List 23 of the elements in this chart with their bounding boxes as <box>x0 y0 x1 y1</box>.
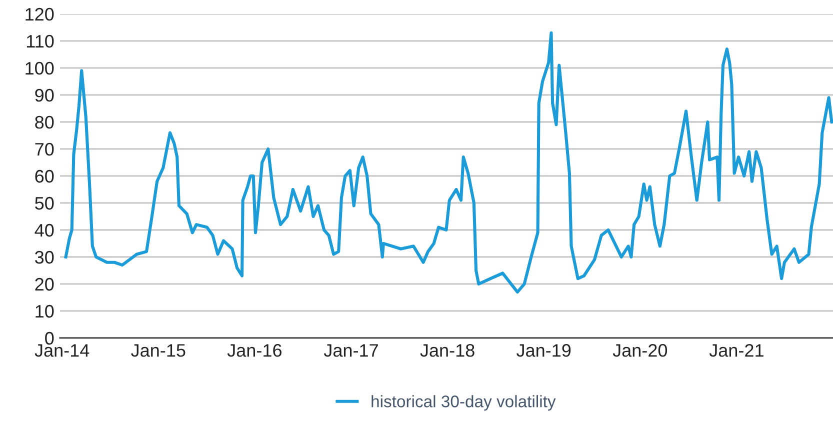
x-tick-label: Jan-19 <box>516 344 571 357</box>
x-tick-label: Jan-21 <box>709 344 764 357</box>
x-tick-label: Jan-17 <box>324 344 378 357</box>
x-tick-label: Jan-20 <box>612 344 668 357</box>
line-series <box>64 31 833 294</box>
y-tick-label: 20 <box>35 278 54 291</box>
x-tick-label: Jan-18 <box>420 344 474 357</box>
x-tick-label: Jan-16 <box>227 344 282 357</box>
y-tick-label: 90 <box>35 88 54 102</box>
y-tick-label: 60 <box>35 170 54 183</box>
y-tick-label: 100 <box>26 62 54 75</box>
x-tick-label: Jan-15 <box>131 344 186 357</box>
y-tick-label: 40 <box>34 224 54 237</box>
x-tick-label: Jan-14 <box>34 344 90 357</box>
y-tick-label: 110 <box>27 34 54 48</box>
y-tick-label: 30 <box>35 250 54 264</box>
y-tick-label: 50 <box>35 196 54 210</box>
y-tick-label: 10 <box>36 304 54 318</box>
legend-label: historical 30-day volatility <box>372 395 556 411</box>
y-tick-label: 80 <box>35 116 54 129</box>
y-tick-label: 0 <box>45 332 54 345</box>
y-tick-label: 70 <box>35 142 54 156</box>
y-tick-label: 120 <box>26 8 54 21</box>
